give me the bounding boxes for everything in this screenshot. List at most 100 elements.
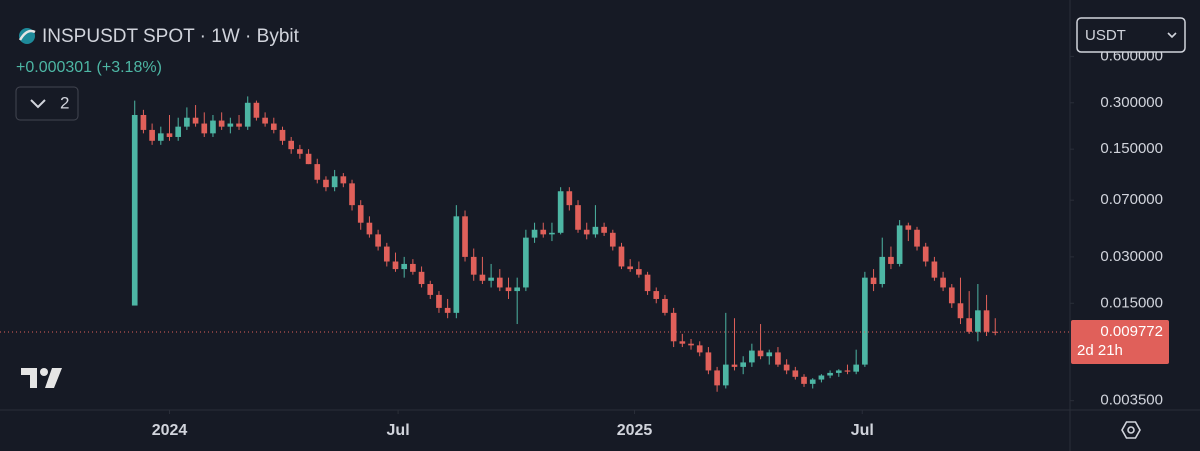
price-label-box (1071, 319, 1169, 364)
logo (21, 368, 62, 388)
candle-body (297, 149, 303, 154)
candle-body (818, 375, 825, 380)
candle-body (601, 226, 607, 233)
candle-body (740, 362, 747, 367)
candle-body (436, 294, 442, 308)
price-label: 0.009772 (1100, 323, 1163, 340)
dropdown-box (1076, 17, 1186, 53)
candle-body (157, 133, 164, 141)
plot-area (0, 96, 1070, 392)
candle-body (523, 237, 529, 288)
candle-body (835, 370, 842, 373)
candle-body (270, 123, 277, 130)
candle-body (888, 256, 894, 264)
candle-body (375, 234, 381, 247)
candle-body (696, 345, 703, 353)
candle-body (653, 291, 660, 299)
dropdown-caret (1167, 32, 1177, 39)
chart-title: INSPUSDT SPOT · 1W · Bybit (42, 26, 300, 47)
candle-body (549, 232, 555, 235)
indicator-count: 2 (60, 93, 69, 112)
countdown: 2d 21h (1077, 342, 1123, 359)
change-label: +0.000301 (+3.18%) (16, 59, 162, 76)
candle-body (557, 191, 564, 233)
y-tick-label: 0.150000 (1100, 140, 1163, 157)
candle-body (410, 263, 416, 272)
candle-body (670, 312, 677, 342)
candle-body (244, 102, 251, 127)
x-tick-label: Jul (387, 422, 410, 439)
candle-body (340, 176, 347, 184)
candle-body (514, 287, 521, 292)
candle-body (644, 274, 651, 292)
candle-body (218, 120, 225, 127)
candle-body (288, 140, 295, 150)
y-tick-label: 0.070000 (1100, 191, 1163, 208)
candle-body (366, 222, 373, 235)
candle-body (618, 246, 625, 267)
candle-body (175, 126, 182, 137)
candle-body (184, 117, 190, 127)
candle-body (227, 123, 234, 127)
indicator-toggle[interactable]: 2 (15, 86, 79, 121)
candle-body (722, 364, 729, 386)
candle-body (609, 232, 616, 247)
candle-body (462, 216, 468, 257)
candle-body (766, 352, 773, 357)
candle-body (262, 117, 268, 124)
candle-body (905, 225, 912, 230)
y-tick-label: 0.015000 (1100, 294, 1163, 311)
currency-dropdown[interactable]: USDT (1076, 17, 1186, 53)
candle-body (966, 318, 972, 332)
candle-body (809, 379, 816, 384)
candle-body (992, 331, 999, 333)
candle-body (775, 352, 781, 365)
candle-body (140, 114, 147, 130)
candle-body (427, 284, 434, 295)
x-tick-label: 2025 (617, 422, 653, 439)
candle-body (383, 246, 390, 262)
candle-body (705, 352, 712, 371)
candle-body (827, 372, 833, 376)
symbol-icon (18, 28, 36, 44)
candle-body (444, 307, 451, 313)
candle-body (505, 287, 512, 292)
candle-body (862, 277, 868, 365)
candle-body (636, 269, 642, 275)
candle-body (566, 191, 573, 206)
candle-body (583, 229, 590, 235)
candle-body (201, 123, 208, 134)
settings-button[interactable] (1121, 421, 1141, 439)
candle-body (253, 102, 260, 118)
candle-body (531, 229, 538, 238)
candle-body (914, 229, 920, 247)
candle-body (757, 350, 764, 357)
candle-body (792, 370, 799, 377)
candle-body (453, 216, 460, 313)
candle-body (714, 370, 720, 386)
candle-body (896, 225, 903, 264)
candle-body (662, 298, 668, 313)
candle-body (679, 341, 686, 344)
x-tick-label: 2024 (152, 422, 188, 439)
candle-body (323, 179, 329, 188)
candle-body (783, 364, 790, 371)
candle-body (879, 256, 886, 285)
candle-body (401, 263, 408, 270)
candle-body (627, 266, 634, 270)
candle-body (853, 364, 859, 372)
candle-body (575, 205, 581, 230)
candle-body (418, 271, 425, 285)
candle-body (540, 229, 547, 235)
dropdown-label: USDT (1085, 27, 1126, 44)
candle-body (236, 123, 242, 127)
x-tick-label: Jul (851, 422, 874, 439)
candle-body (922, 246, 929, 262)
candle-body (931, 261, 938, 278)
candle-body (983, 310, 990, 332)
candle-body (731, 364, 738, 367)
candle-body (975, 310, 981, 332)
candle-body (870, 277, 877, 285)
